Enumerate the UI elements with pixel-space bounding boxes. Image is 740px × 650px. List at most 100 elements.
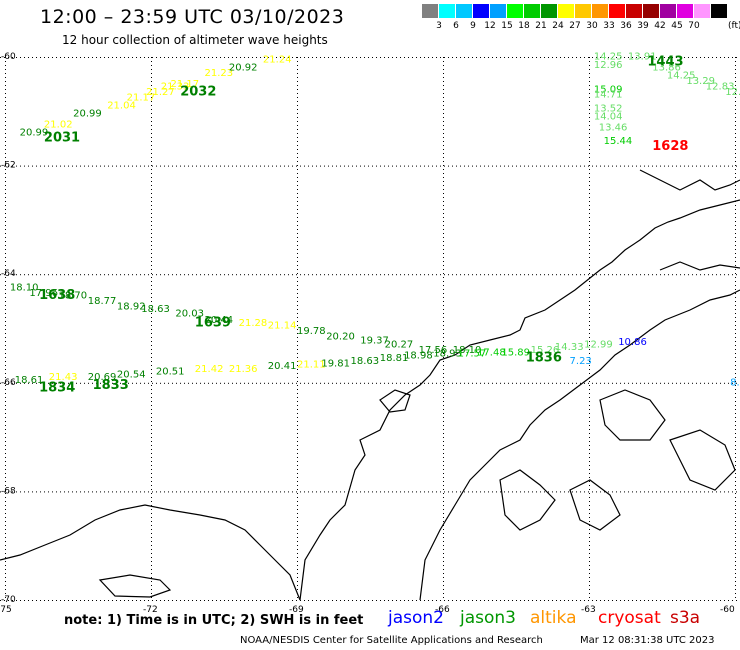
lon-gridline-dot — [5, 581, 6, 582]
lat-gridline-dot — [680, 274, 681, 276]
lat-gridline-dot — [732, 165, 733, 167]
lat-gridline-dot — [20, 274, 21, 276]
lon-gridline-dot — [151, 77, 152, 78]
lat-gridline-dot — [532, 600, 533, 601]
lat-gridline-dot — [288, 382, 289, 384]
lat-gridline-dot — [0, 57, 1, 58]
lon-gridline-dot — [297, 365, 298, 366]
lat-gridline-dot — [304, 600, 305, 601]
lon-gridline-dot — [151, 321, 152, 322]
lon-gridline-dot — [151, 89, 152, 90]
lat-gridline-dot — [572, 165, 573, 167]
lat-gridline-dot — [668, 165, 669, 167]
lat-gridline-dot — [240, 274, 241, 276]
lon-gridline-dot — [735, 305, 736, 306]
lat-gridline-dot — [480, 165, 481, 167]
lon-gridline-dot — [443, 465, 444, 466]
lat-gridline-dot — [712, 57, 713, 58]
lat-gridline-dot — [16, 600, 17, 601]
lon-gridline-dot — [151, 105, 152, 106]
wave-height-value: 13.86 — [652, 63, 681, 74]
lat-gridline-dot — [436, 600, 437, 601]
lon-gridline-dot — [589, 129, 590, 130]
lon-gridline-dot — [297, 293, 298, 294]
lon-gridline-dot — [297, 357, 298, 358]
satellite-legend-item: jason3 — [460, 608, 516, 628]
lat-gridline-dot — [580, 57, 581, 58]
lat-gridline-dot — [424, 600, 425, 601]
lat-gridline-dot — [220, 491, 221, 493]
lon-gridline-dot — [5, 501, 6, 502]
lat-gridline-dot — [312, 165, 313, 167]
lat-gridline-dot — [656, 57, 657, 58]
lon-gridline-dot — [5, 261, 6, 262]
lat-gridline-dot — [608, 57, 609, 58]
wave-height-value: 20.54 — [117, 369, 146, 380]
lat-gridline-dot — [536, 165, 537, 167]
lon-gridline-dot — [151, 417, 152, 418]
lat-gridline-dot — [100, 165, 101, 167]
lon-gridline-dot — [151, 413, 152, 414]
lon-gridline-dot — [735, 461, 736, 462]
lon-gridline-dot — [443, 545, 444, 546]
lat-gridline-dot — [424, 57, 425, 58]
lat-gridline-dot — [424, 491, 425, 493]
lat-gridline-dot — [272, 382, 273, 384]
lat-gridline-dot — [0, 165, 1, 167]
lat-gridline-dot — [312, 274, 313, 276]
wave-height-value: 18.10 — [10, 282, 39, 293]
lon-gridline-dot — [5, 305, 6, 306]
lat-gridline-dot — [104, 57, 105, 58]
lon-gridline-dot — [589, 545, 590, 546]
lon-gridline-dot — [151, 297, 152, 298]
map-grid — [0, 57, 737, 601]
lat-gridline-dot — [532, 382, 533, 384]
lon-gridline-dot — [297, 181, 298, 182]
lat-gridline-dot — [700, 600, 701, 601]
lat-gridline-dot — [596, 165, 597, 167]
wave-height-value: 17.57 — [458, 349, 487, 360]
lat-gridline-dot — [684, 165, 685, 167]
lat-gridline-dot — [380, 57, 381, 58]
lat-gridline-dot — [332, 57, 333, 58]
lon-gridline-dot — [735, 257, 736, 258]
lat-gridline-dot — [128, 274, 129, 276]
lat-gridline-dot — [648, 491, 649, 493]
lon-gridline-dot — [297, 361, 298, 362]
lon-gridline-dot — [297, 577, 298, 578]
lat-gridline-dot — [576, 57, 577, 58]
lon-gridline-dot — [735, 381, 736, 382]
color-swatch — [660, 4, 676, 18]
lon-gridline-dot — [735, 109, 736, 110]
lat-gridline-dot — [368, 600, 369, 601]
lat-gridline-dot — [324, 491, 325, 493]
lat-gridline-dot — [732, 600, 733, 601]
lon-gridline-dot — [735, 525, 736, 526]
lon-gridline-dot — [151, 581, 152, 582]
lon-gridline-dot — [151, 93, 152, 94]
wave-height-value: 18.10 — [453, 345, 482, 356]
lat-gridline-dot — [292, 382, 293, 384]
lat-gridline-dot — [248, 57, 249, 58]
lat-gridline-dot — [224, 165, 225, 167]
lat-gridline-dot — [212, 600, 213, 601]
lon-gridline-dot — [589, 509, 590, 510]
lat-gridline-dot — [192, 165, 193, 167]
lat-gridline-dot — [636, 165, 637, 167]
lat-gridline-dot — [88, 600, 89, 601]
lat-gridline-dot — [412, 57, 413, 58]
island-coast-2 — [379, 389, 411, 413]
lon-gridline-dot — [735, 169, 736, 170]
lon-gridline-dot — [151, 253, 152, 254]
wave-height-value: 14.04 — [594, 111, 623, 122]
lat-gridline-dot — [268, 491, 269, 493]
lon-gridline-dot — [589, 145, 590, 146]
lon-gridline-dot — [589, 245, 590, 246]
lon-gridline-dot — [589, 465, 590, 466]
lon-gridline-dot — [297, 265, 298, 266]
lon-gridline-dot — [443, 381, 444, 382]
lat-gridline-dot — [144, 491, 145, 493]
wave-height-value: 13.46 — [599, 122, 628, 133]
lat-gridline-dot — [216, 165, 217, 167]
lon-gridline-dot — [735, 445, 736, 446]
